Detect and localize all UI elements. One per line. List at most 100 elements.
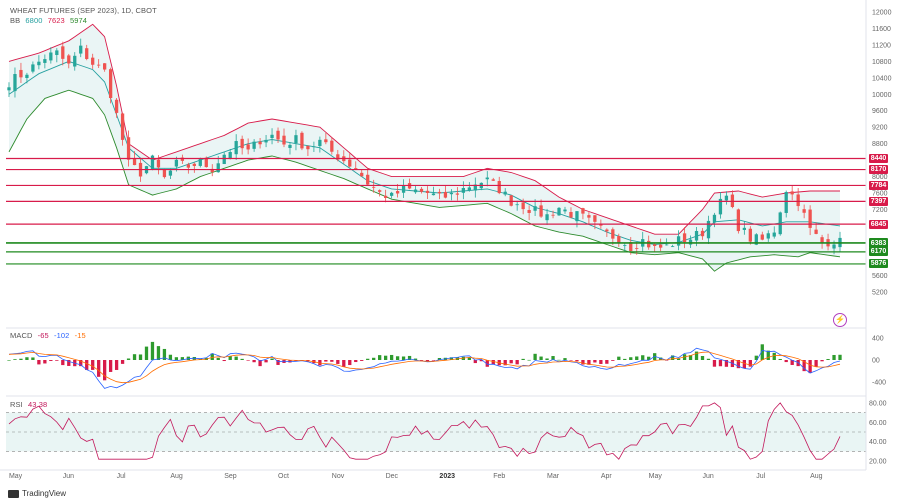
- bb-upper-line: [8, 23, 840, 235]
- x-tick-label: Oct: [278, 473, 289, 480]
- rsi-tick-label: 60.00: [869, 420, 887, 427]
- candle-body: [222, 154, 226, 165]
- candle-body: [132, 158, 137, 166]
- macd-bar: [240, 358, 244, 360]
- candle-body: [551, 214, 555, 216]
- macd-bar: [509, 360, 513, 364]
- candle-body: [611, 229, 615, 239]
- candle-body: [366, 174, 370, 185]
- candle-body: [832, 244, 836, 249]
- level-label-6845: 6845: [869, 219, 888, 229]
- candles: [7, 38, 842, 255]
- macd-bar: [820, 360, 824, 362]
- candle-body: [605, 229, 609, 232]
- macd-bar: [216, 357, 220, 360]
- x-tick-label: 2023: [439, 473, 455, 480]
- macd-bar: [784, 360, 788, 363]
- y-tick-label: 11600: [872, 26, 891, 33]
- candle-body: [276, 130, 280, 140]
- level-label-6383: 6383: [869, 238, 888, 248]
- candle-body: [192, 163, 196, 166]
- candle-body: [521, 202, 525, 210]
- macd-bar: [790, 360, 794, 365]
- tradingview-watermark: TradingView: [8, 489, 66, 498]
- macd-bar: [180, 357, 185, 360]
- macd-bar: [67, 360, 71, 366]
- macd-bar: [162, 348, 167, 360]
- x-tick-label: Sep: [224, 473, 237, 480]
- macd-bar: [37, 360, 41, 365]
- candle-body: [25, 74, 29, 79]
- candle-body: [378, 190, 382, 192]
- macd-label: MACD: [10, 331, 33, 340]
- chart-title-text: WHEAT FUTURES (SEP 2023), 1D, CBOT: [10, 6, 157, 15]
- x-tick-label: Nov: [332, 473, 345, 480]
- macd-bar: [467, 357, 471, 360]
- macd-bar: [383, 355, 388, 360]
- candle-body: [120, 113, 125, 140]
- candle-body: [7, 87, 11, 91]
- tradingview-logo-icon: [8, 489, 19, 498]
- candle-body: [778, 212, 782, 235]
- candle-body: [682, 233, 687, 243]
- macd-tick-label: 400: [872, 336, 884, 343]
- candle-body: [497, 181, 501, 194]
- macd-bar: [838, 354, 842, 360]
- macd-bar: [342, 360, 346, 367]
- candle-body: [114, 99, 119, 113]
- macd-bar: [144, 346, 149, 360]
- candle-body: [354, 168, 358, 170]
- candle-body: [533, 206, 537, 211]
- level-label-5876: 5876: [869, 259, 888, 269]
- candle-body: [473, 184, 477, 191]
- candle-body: [180, 157, 185, 161]
- macd-bar: [395, 356, 400, 360]
- macd-bar: [138, 354, 143, 360]
- macd-bar: [270, 358, 274, 360]
- candle-body: [174, 159, 179, 167]
- candle-body: [670, 246, 675, 248]
- macd-bar: [246, 360, 250, 361]
- candle-body: [103, 63, 107, 70]
- candle-body: [413, 189, 418, 193]
- candle-body: [55, 50, 59, 55]
- macd-tick-label: -400: [872, 380, 886, 387]
- level-label-8170: 8170: [869, 165, 888, 175]
- macd-bar: [401, 356, 406, 360]
- macd-bar: [593, 360, 597, 363]
- macd-bar: [676, 358, 681, 360]
- macd-bar: [802, 360, 806, 372]
- macd-bar: [258, 360, 262, 367]
- macd-bar: [108, 360, 113, 372]
- macd-bar: [126, 358, 131, 360]
- axes: 12000 11600 11200 10800 10400 10000 9600 9200 88…: [0, 0, 892, 480]
- macd-bar: [485, 360, 489, 367]
- macd-bar: [569, 360, 573, 361]
- macd-bar: [515, 360, 519, 365]
- candle-body: [425, 190, 430, 193]
- candle-body: [324, 139, 328, 143]
- candle-body: [91, 57, 95, 65]
- macd-bar: [539, 356, 543, 360]
- macd-bar: [49, 360, 53, 361]
- y-tick-label: 9600: [872, 108, 888, 115]
- macd-value-macd: -102: [54, 331, 70, 340]
- candle-body: [736, 209, 741, 232]
- y-tick-label: 8800: [872, 141, 888, 148]
- y-tick-label: 12000: [872, 10, 892, 17]
- macd-bar: [808, 360, 812, 374]
- candle-body: [97, 64, 101, 66]
- candle-body: [300, 132, 304, 149]
- macd-bar: [587, 360, 591, 365]
- flash-icon[interactable]: ⚡: [833, 313, 847, 327]
- y-tick-label: 9200: [872, 125, 888, 132]
- candle-body: [395, 191, 400, 194]
- candle-body: [240, 138, 244, 149]
- macd-bar: [641, 355, 645, 360]
- macd-bar: [623, 358, 627, 360]
- macd-bar: [718, 360, 723, 367]
- macd-bar: [348, 360, 352, 366]
- macd-bar: [13, 359, 17, 360]
- macd-bar: [712, 360, 717, 367]
